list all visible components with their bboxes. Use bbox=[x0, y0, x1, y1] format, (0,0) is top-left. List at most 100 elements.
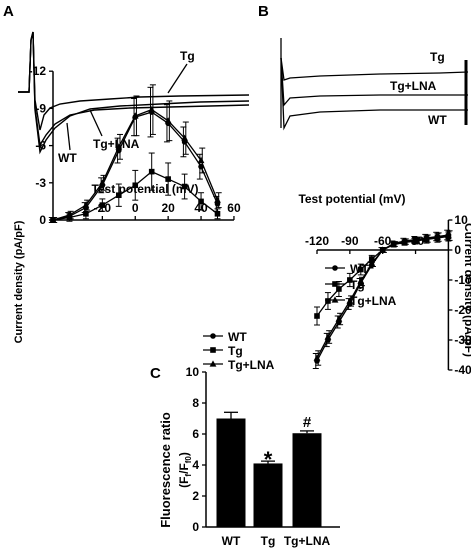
chart-b-legend-label: Tg+LNA bbox=[350, 294, 397, 308]
callout-a-tg-lna bbox=[89, 109, 103, 137]
chart-c-category-label: Tg+LNA bbox=[284, 534, 331, 548]
chart-b-y-tick-label: -40 bbox=[454, 363, 471, 377]
iv-chart-b: Test potential (mV) Current density (pA/… bbox=[298, 192, 471, 377]
chart-a-point bbox=[164, 117, 172, 124]
trace-b-tg bbox=[280, 57, 469, 81]
chart-a-y-tick-label: -9 bbox=[35, 101, 46, 115]
chart-a-point bbox=[83, 211, 89, 217]
chart-b-y-tick-label: -30 bbox=[454, 333, 471, 347]
chart-a-y-tick-label: 0 bbox=[39, 213, 46, 227]
chart-c-significance-mark: * bbox=[264, 447, 273, 472]
chart-a-point bbox=[198, 198, 204, 205]
chart-a-point bbox=[214, 196, 221, 203]
chart-a-x-tick-label: 20 bbox=[161, 201, 175, 215]
chart-b-legend-label: WT bbox=[350, 262, 369, 276]
chart-a-point bbox=[148, 168, 155, 175]
bar-chart-c: Fluorescence ratio (Ff/Ff0) 0 2 4 6 8 10 WT Tg *… bbox=[158, 365, 340, 548]
traces-panel-b: Tg Tg+LNA WT bbox=[280, 38, 469, 131]
chart-c-category-label: WT bbox=[222, 534, 241, 548]
trace-b-wt bbox=[280, 57, 468, 131]
trace-label-b-tg-lna: Tg+LNA bbox=[390, 79, 437, 93]
panel-label-a: A bbox=[3, 3, 14, 20]
chart-c-y-tick-label: 2 bbox=[192, 489, 199, 503]
chart-b-point bbox=[358, 266, 364, 273]
chart-a-point bbox=[99, 202, 106, 208]
chart-b-x-tick-label: -60 bbox=[374, 234, 392, 248]
chart-a-point bbox=[131, 112, 139, 119]
chart-a-point bbox=[66, 211, 73, 218]
chart-b-point bbox=[324, 333, 332, 340]
callout-a-tg bbox=[167, 63, 188, 94]
chart-a-point bbox=[116, 192, 122, 198]
chart-b-point bbox=[401, 238, 408, 245]
chart-b-xlabel: Test potential (mV) bbox=[298, 192, 405, 206]
chart-b-point bbox=[357, 277, 365, 285]
chart-b-point bbox=[335, 315, 343, 322]
callout-a-wt bbox=[66, 122, 71, 151]
chart-c-significance-mark: # bbox=[303, 414, 312, 431]
chart-a-y-tick-label: -12 bbox=[29, 64, 47, 78]
chart-a-point bbox=[82, 201, 90, 208]
chart-c-bar bbox=[216, 418, 246, 527]
chart-a-legend-label: WT bbox=[228, 330, 247, 344]
chart-c-y-tick-label: 0 bbox=[192, 520, 199, 534]
chart-b-x-tick-label: -120 bbox=[305, 234, 329, 248]
chart-a-x-tick-label: 60 bbox=[227, 201, 241, 215]
chart-b-point bbox=[390, 240, 398, 247]
chart-c-bar bbox=[253, 463, 283, 527]
traces-b-lines bbox=[280, 38, 469, 131]
chart-b-y-tick-label: 0 bbox=[454, 243, 461, 257]
chart-c-y-tick-label: 8 bbox=[192, 396, 199, 410]
chart-a-point bbox=[148, 106, 156, 113]
chart-c-ylabel-sub: (Ff/Ff0) bbox=[177, 452, 193, 488]
trace-a-tg-lna bbox=[18, 31, 250, 148]
chart-b-y-tick-label: -10 bbox=[454, 273, 471, 287]
chart-c-y-tick-label: 10 bbox=[186, 365, 200, 379]
chart-b-legend-marker bbox=[332, 281, 338, 287]
trace-b-tg-lna bbox=[280, 57, 468, 107]
chart-b-point bbox=[347, 277, 353, 283]
chart-a-point bbox=[197, 156, 205, 164]
trace-label-b-tg: Tg bbox=[430, 50, 445, 64]
trace-label-a-wt: WT bbox=[58, 151, 77, 165]
chart-a-point bbox=[115, 143, 123, 150]
iv-chart-a: Test potential (mV) Current density (pA/… bbox=[13, 64, 275, 372]
chart-c-y-tick-label: 6 bbox=[192, 427, 199, 441]
chart-b-series bbox=[313, 230, 453, 366]
trace-label-a-tg-lna: Tg+LNA bbox=[93, 137, 140, 151]
chart-b-x-tick-label: -90 bbox=[341, 234, 359, 248]
chart-b-point bbox=[346, 297, 354, 304]
chart-b-point bbox=[313, 354, 321, 361]
chart-b-legend-marker bbox=[331, 296, 339, 303]
chart-b-y-tick-label: -20 bbox=[454, 303, 471, 317]
chart-a-legend-label: Tg+LNA bbox=[228, 358, 275, 372]
chart-b-point bbox=[423, 235, 430, 242]
chart-a-legend-marker bbox=[209, 360, 217, 367]
chart-b-point bbox=[325, 298, 331, 304]
trace-label-a-tg: Tg bbox=[180, 49, 195, 63]
chart-a-point bbox=[214, 211, 221, 217]
chart-a-point bbox=[181, 134, 188, 141]
chart-b-point bbox=[336, 286, 342, 292]
trace-label-b-wt: WT bbox=[428, 113, 447, 127]
chart-a-ylabel: Current density (pA/pF) bbox=[13, 220, 25, 343]
chart-b-ylabel: Current density (pA/pF) bbox=[462, 223, 471, 357]
chart-a-point bbox=[49, 216, 57, 223]
chart-a-legend-label: Tg bbox=[228, 344, 243, 358]
chart-a-point bbox=[165, 176, 171, 182]
chart-a-x-tick-label: 0 bbox=[132, 201, 139, 215]
chart-a-y-tick-label: -6 bbox=[35, 139, 46, 153]
chart-b-legend-label: Tg bbox=[350, 278, 365, 292]
panel-label-b: B bbox=[258, 3, 269, 20]
chart-b-point bbox=[434, 233, 441, 240]
chart-b-point bbox=[368, 259, 376, 267]
chart-b-point bbox=[368, 256, 375, 262]
chart-c-y-tick-label: 4 bbox=[192, 458, 199, 472]
chart-a-y-tick-label: -3 bbox=[35, 176, 46, 190]
chart-c-category-label: Tg bbox=[261, 534, 276, 548]
chart-b-point bbox=[412, 236, 419, 243]
chart-b-legend-marker bbox=[332, 265, 338, 271]
chart-b-point bbox=[379, 246, 387, 253]
chart-b-point bbox=[445, 232, 452, 239]
